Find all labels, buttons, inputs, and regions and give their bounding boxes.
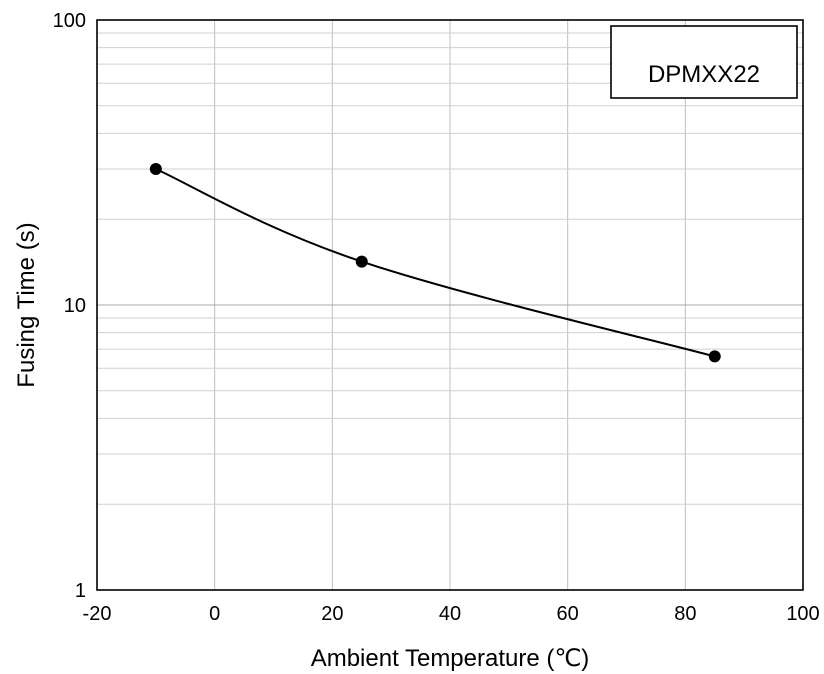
data-point bbox=[149, 163, 162, 176]
x-tick-label: 40 bbox=[439, 603, 461, 625]
legend-label: DPMXX22 bbox=[648, 61, 760, 88]
plot-frame bbox=[96, 19, 804, 591]
x-tick-label: 80 bbox=[674, 603, 696, 625]
grid bbox=[97, 20, 803, 590]
tick-labels: -20 0 20 40 60 80 100 1 10 100 bbox=[53, 10, 820, 625]
x-tick-label: -20 bbox=[83, 603, 112, 625]
data-point bbox=[708, 350, 721, 363]
series-line bbox=[155, 168, 716, 358]
y-tick-label: 10 bbox=[64, 295, 86, 317]
legend-frame bbox=[610, 25, 798, 99]
x-axis-title: Ambient Temperature (℃) bbox=[311, 645, 590, 672]
x-tick-label: 100 bbox=[786, 603, 819, 625]
y-tick-label: 1 bbox=[75, 580, 86, 602]
y-axis-title: Fusing Time (s) bbox=[13, 222, 40, 387]
y-tick-label: 100 bbox=[53, 10, 86, 32]
x-tick-label: 20 bbox=[321, 603, 343, 625]
legend-box: DPMXX22 bbox=[610, 25, 798, 99]
data-point bbox=[355, 255, 368, 268]
x-tick-label: 0 bbox=[209, 603, 220, 625]
x-tick-label: 60 bbox=[557, 603, 579, 625]
series-group bbox=[149, 163, 721, 363]
